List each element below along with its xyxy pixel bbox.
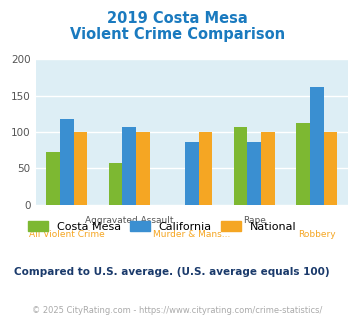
Bar	[46, 151, 60, 205]
Text: 2019 Costa Mesa: 2019 Costa Mesa	[107, 11, 248, 26]
Text: © 2025 CityRating.com - https://www.cityrating.com/crime-statistics/: © 2025 CityRating.com - https://www.city…	[32, 306, 323, 315]
Bar	[60, 119, 73, 205]
Bar	[234, 127, 247, 205]
Bar	[185, 142, 198, 205]
Bar	[198, 132, 212, 205]
Bar	[73, 132, 87, 205]
Bar	[247, 142, 261, 205]
Bar	[136, 132, 150, 205]
Bar	[261, 132, 275, 205]
Text: Rape: Rape	[243, 216, 266, 225]
Bar	[323, 132, 337, 205]
Text: Robbery: Robbery	[298, 230, 335, 239]
Bar	[296, 123, 310, 205]
Text: Violent Crime Comparison: Violent Crime Comparison	[70, 27, 285, 42]
Bar	[122, 127, 136, 205]
Text: Compared to U.S. average. (U.S. average equals 100): Compared to U.S. average. (U.S. average …	[14, 267, 330, 277]
Legend: Costa Mesa, California, National: Costa Mesa, California, National	[23, 217, 301, 236]
Bar	[310, 87, 323, 205]
Text: All Violent Crime: All Violent Crime	[29, 230, 105, 239]
Bar	[109, 163, 122, 205]
Text: Aggravated Assault: Aggravated Assault	[85, 216, 174, 225]
Text: Murder & Mans...: Murder & Mans...	[153, 230, 230, 239]
